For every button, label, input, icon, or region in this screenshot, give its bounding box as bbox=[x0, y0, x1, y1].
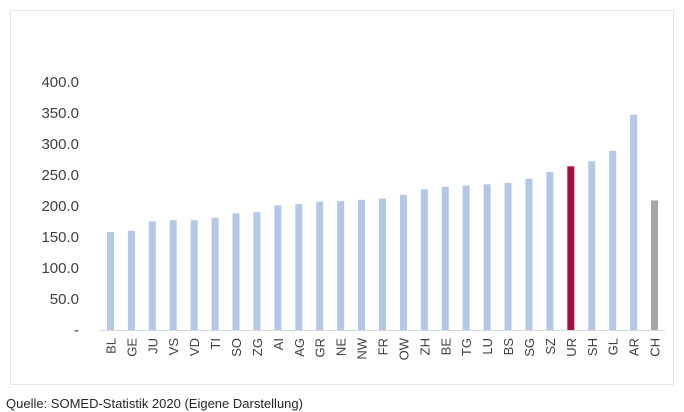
x-tick-label: NW bbox=[355, 337, 370, 359]
bar-vd bbox=[190, 220, 198, 330]
y-tick-label: 150.0 bbox=[41, 229, 79, 246]
bar-ai bbox=[274, 205, 282, 330]
bar-ne bbox=[337, 201, 345, 330]
y-tick-label: 200.0 bbox=[41, 198, 79, 215]
bar-gl bbox=[609, 150, 617, 330]
x-tick-label: BE bbox=[438, 338, 453, 356]
x-tick-label: AR bbox=[627, 338, 642, 356]
bar-zh bbox=[420, 189, 428, 330]
bar-so bbox=[232, 213, 240, 330]
y-tick-label: 400.0 bbox=[41, 74, 79, 91]
bar-tg bbox=[462, 185, 470, 330]
bar-sh bbox=[588, 161, 596, 330]
x-tick-label: UR bbox=[564, 338, 579, 357]
x-tick-label: VS bbox=[166, 338, 181, 356]
bar-gr bbox=[316, 201, 324, 330]
bar-bs bbox=[504, 183, 512, 330]
y-tick-label: 50.0 bbox=[50, 291, 79, 308]
x-tick-label: ZH bbox=[417, 338, 432, 355]
x-tick-label: SH bbox=[585, 338, 600, 356]
bar-be bbox=[441, 186, 449, 330]
x-tick-label: JU bbox=[145, 338, 160, 354]
x-tick-label: SZ bbox=[543, 338, 558, 355]
x-tick-label: VD bbox=[187, 338, 202, 356]
x-tick-label: AI bbox=[271, 338, 286, 350]
x-tick-label: OW bbox=[396, 337, 411, 360]
bar-ch bbox=[651, 200, 659, 330]
bar-ge bbox=[127, 230, 135, 330]
bar-fr bbox=[379, 198, 386, 330]
x-tick-label: AG bbox=[292, 338, 307, 357]
x-tick-label: GR bbox=[313, 338, 328, 358]
x-tick-label: BL bbox=[103, 338, 118, 354]
x-tick-label: NE bbox=[334, 338, 349, 356]
x-tick-label: SG bbox=[522, 338, 537, 357]
chart-border bbox=[10, 10, 674, 385]
bar-bl bbox=[106, 232, 114, 330]
y-axis-ticks: - 50.0 100.0 150.0 200.0 250.0 300.0 350.0 400.0 bbox=[41, 74, 79, 339]
bar-lu bbox=[483, 184, 491, 330]
x-axis-ticks: BL GE JU VS VD TI SO ZG AI AG GR NE NW FR OW ZH BE TG LU BS… bbox=[103, 337, 662, 360]
bar-ow bbox=[399, 194, 407, 330]
y-tick-label: 350.0 bbox=[41, 105, 79, 122]
x-tick-label: BS bbox=[501, 338, 516, 356]
bar-vs bbox=[169, 220, 177, 330]
bar-sz bbox=[546, 171, 554, 330]
bar-nw bbox=[358, 199, 366, 330]
x-tick-label: GE bbox=[124, 338, 139, 357]
y-tick-label: - bbox=[74, 322, 79, 339]
source-note: Quelle: SOMED-Statistik 2020 (Eigene Dar… bbox=[6, 396, 303, 411]
x-tick-label: ZG bbox=[250, 338, 265, 356]
bar-ti bbox=[211, 217, 219, 330]
y-tick-label: 300.0 bbox=[41, 136, 79, 153]
x-tick-label: GL bbox=[606, 338, 621, 355]
bar-ar bbox=[630, 114, 638, 330]
y-tick-label: 250.0 bbox=[41, 167, 79, 184]
x-tick-label: LU bbox=[480, 338, 495, 355]
bar-ur bbox=[567, 166, 575, 330]
bar-sg bbox=[525, 178, 533, 330]
bar-series bbox=[106, 114, 659, 330]
chart-frame: - 50.0 100.0 150.0 200.0 250.0 300.0 350.0 400.0… bbox=[10, 10, 674, 385]
x-tick-label: TI bbox=[208, 338, 223, 350]
bar-zg bbox=[253, 212, 261, 330]
x-tick-label: SO bbox=[229, 338, 244, 357]
x-tick-label: FR bbox=[376, 338, 391, 355]
x-tick-label: CH bbox=[648, 338, 663, 357]
bar-ag bbox=[295, 204, 303, 330]
y-tick-label: 100.0 bbox=[41, 260, 79, 277]
x-tick-label: TG bbox=[459, 338, 474, 356]
bar-ju bbox=[148, 221, 156, 330]
bar-chart: - 50.0 100.0 150.0 200.0 250.0 300.0 350.0 400.0… bbox=[10, 10, 674, 385]
